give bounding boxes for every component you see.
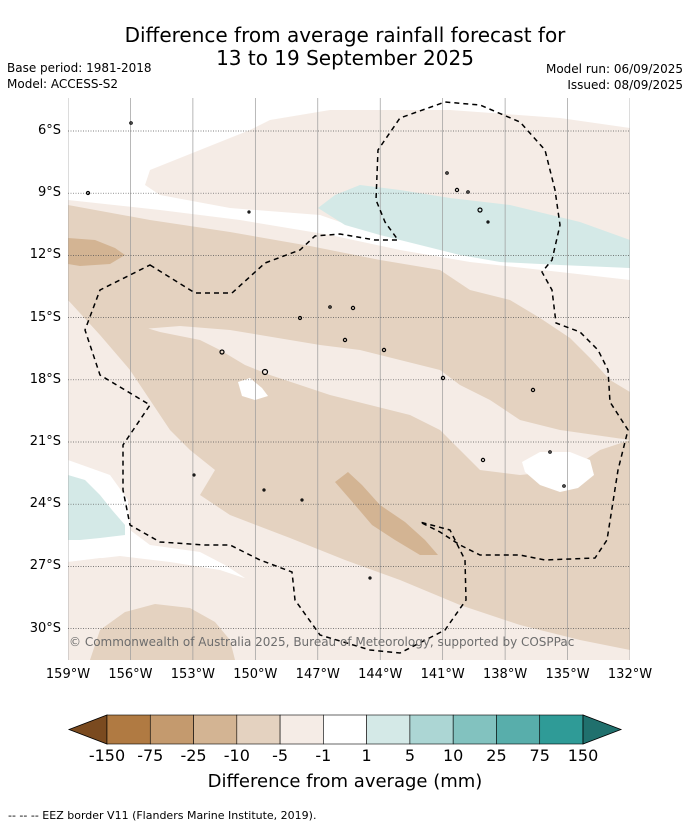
meta-right: Model run: 06/09/2025 Issued: 08/09/2025 (546, 61, 683, 93)
eez-legend-note: -- -- -- EEZ border V11 (Flanders Marine… (8, 809, 317, 822)
island (466, 190, 470, 194)
title-line-2: 13 to 19 September 2025 (216, 46, 474, 70)
colorbar-tick-label: 75 (529, 746, 550, 765)
colorbar-tick-label: -150 (88, 746, 126, 765)
latitude-label: 18°S (29, 371, 61, 387)
colorbar-segment (409, 714, 454, 745)
island (262, 488, 266, 492)
island (368, 576, 372, 580)
colorbar-segment (236, 714, 281, 745)
colorbar-tick-label: -75 (137, 746, 164, 765)
island (261, 368, 269, 376)
colorbar-segment (366, 714, 411, 745)
colorbar-segment (279, 714, 324, 745)
island (300, 498, 304, 502)
title-line-1: Difference from average rainfall forecas… (124, 23, 566, 47)
latitude-label: 27°S (29, 558, 61, 574)
colorbar-tick-label: -1 (315, 746, 332, 765)
colorbar-tick-label: 5 (404, 746, 415, 765)
map-area (68, 98, 630, 660)
longitude-label: 159°W (45, 667, 91, 682)
colorbar-tick-label: 25 (486, 746, 507, 765)
latitude-label: 15°S (29, 309, 61, 325)
islands (85, 121, 566, 580)
longitude-label: 138°W (483, 667, 528, 682)
dry-region-bottom-left (90, 604, 235, 660)
island (454, 187, 460, 193)
wet-region-north (318, 185, 630, 268)
colorbar-segment (539, 714, 584, 745)
longitude-label: 156°W (108, 667, 153, 682)
neutral-region-sw (68, 460, 245, 578)
neutral-patch-b (522, 452, 594, 492)
island (219, 349, 225, 355)
colorbar-segment (452, 714, 497, 745)
map-title: Difference from average rainfall forecas… (0, 24, 690, 70)
issued-date: Issued: 08/09/2025 (567, 78, 683, 92)
longitude-label: 132°W (607, 667, 653, 682)
island (192, 473, 196, 477)
neutral-patch-a (238, 378, 268, 400)
island (297, 315, 303, 321)
dry-region-central (68, 205, 630, 440)
model-run: Model run: 06/09/2025 (545, 62, 683, 76)
latitude-label: 24°S (29, 496, 61, 512)
colorbar-segment (496, 714, 541, 745)
meta-left: Base period: 1981-2018 Model: ACCESS-S2 (7, 60, 152, 92)
colorbar-extend-low (67, 714, 108, 745)
colorbar (67, 714, 623, 745)
island (350, 305, 356, 311)
longitude-label: 141°W (420, 667, 465, 682)
island (129, 121, 133, 125)
longitude-label: 153°W (170, 667, 215, 682)
island (381, 347, 387, 353)
colorbar-tick-label: -5 (272, 746, 289, 765)
island (530, 387, 536, 393)
neutral-region-nw (68, 98, 260, 138)
colorbar-tick-label: 150 (567, 746, 599, 765)
island (486, 220, 490, 224)
dry-region-west (68, 238, 125, 266)
island (440, 375, 446, 381)
island (480, 457, 486, 463)
latitude-label: 30°S (29, 620, 61, 636)
island (342, 337, 348, 343)
colorbar-tick-label: 1 (361, 746, 372, 765)
grid-lines (68, 98, 630, 660)
latitude-label: 9°S (37, 185, 61, 201)
island (328, 305, 332, 309)
colorbar-segment (193, 714, 238, 745)
wet-region-sw (68, 475, 125, 540)
colorbar-tick-label: -10 (223, 746, 250, 765)
island (85, 190, 91, 196)
eez-borders (84, 101, 629, 654)
longitude-label: 135°W (545, 667, 590, 682)
colorbar-tick-label: 10 (442, 746, 464, 765)
eez-border-french-polynesia (84, 101, 629, 654)
base-period: Base period: 1981-2018 (7, 61, 152, 75)
island (562, 484, 566, 488)
dry-region-tuamotu (335, 472, 438, 555)
colorbar-segment (323, 714, 367, 745)
latitude-label: 12°S (29, 247, 61, 263)
neutral-region-north (68, 98, 630, 280)
island (247, 210, 251, 214)
latitude-label: 6°S (37, 123, 61, 138)
colorbar-segment (149, 714, 194, 745)
colorbar-extend-high (582, 714, 623, 745)
island (445, 171, 449, 175)
island (477, 207, 483, 213)
longitude-label: 147°W (295, 667, 340, 682)
longitude-label: 150°W (233, 667, 278, 682)
island (548, 450, 552, 454)
longitude-label: 144°W (358, 667, 403, 682)
copyright-notice: © Commonwealth of Australia 2025, Bureau… (69, 635, 575, 649)
colorbar-segment (106, 714, 151, 745)
colorbar-tick-label: -25 (180, 746, 207, 765)
colorbar-label: Difference from average (mm) (207, 771, 483, 792)
latitude-label: 21°S (29, 434, 61, 449)
model-name: Model: ACCESS-S2 (7, 77, 119, 91)
